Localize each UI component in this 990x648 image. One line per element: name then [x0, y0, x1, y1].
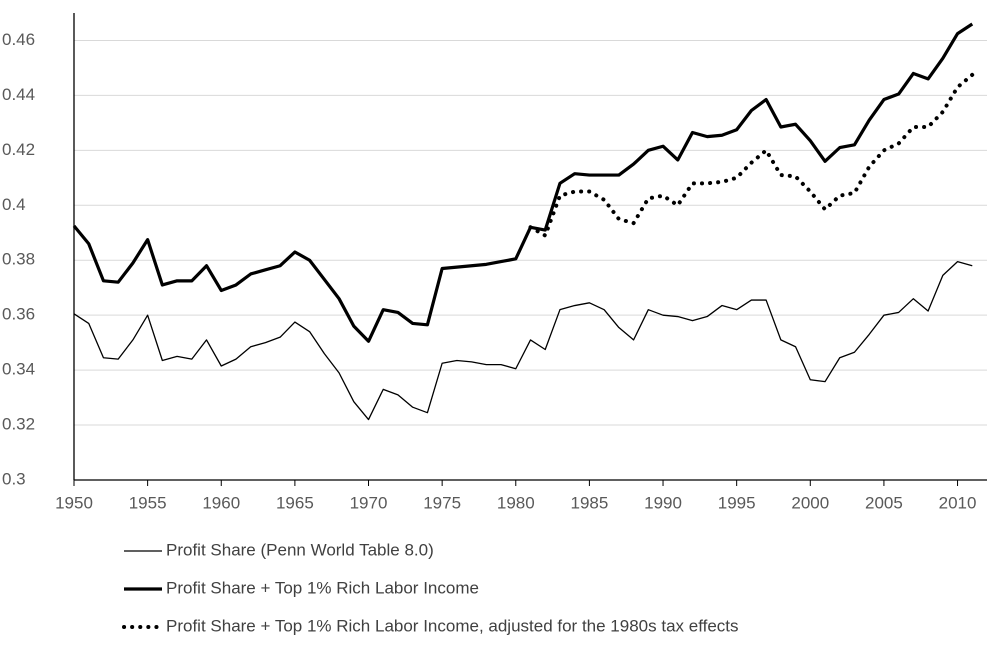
series-line	[72, 22, 974, 343]
legend-label: Profit Share + Top 1% Rich Labor Income,…	[166, 616, 739, 635]
x-tick-label: 1960	[202, 493, 240, 512]
y-tick-label: 0.36	[2, 305, 35, 324]
x-tick-label: 1980	[497, 493, 535, 512]
series-line	[73, 260, 973, 421]
x-tick-label: 2010	[939, 493, 977, 512]
x-tick-label: 1975	[423, 493, 461, 512]
y-tick-label: 0.42	[2, 140, 35, 159]
x-tick-label: 1990	[644, 493, 682, 512]
series-line	[528, 72, 975, 238]
x-tick-label: 1985	[570, 493, 608, 512]
y-tick-label: 0.32	[2, 415, 35, 434]
x-tick-label: 1955	[129, 493, 167, 512]
x-tick-label: 1970	[350, 493, 388, 512]
y-tick-label: 0.3	[2, 469, 26, 488]
x-tick-label: 1950	[55, 493, 93, 512]
legend-label: Profit Share + Top 1% Rich Labor Income	[166, 578, 479, 597]
y-tick-label: 0.34	[2, 360, 35, 379]
legend-label: Profit Share (Penn World Table 8.0)	[166, 540, 434, 559]
x-tick-label: 2000	[791, 493, 829, 512]
y-tick-label: 0.4	[2, 195, 26, 214]
y-tick-label: 0.46	[2, 30, 35, 49]
x-tick-label: 2005	[865, 493, 903, 512]
y-tick-label: 0.38	[2, 250, 35, 269]
x-tick-label: 1965	[276, 493, 314, 512]
x-tick-label: 1995	[718, 493, 756, 512]
y-tick-label: 0.44	[2, 85, 35, 104]
